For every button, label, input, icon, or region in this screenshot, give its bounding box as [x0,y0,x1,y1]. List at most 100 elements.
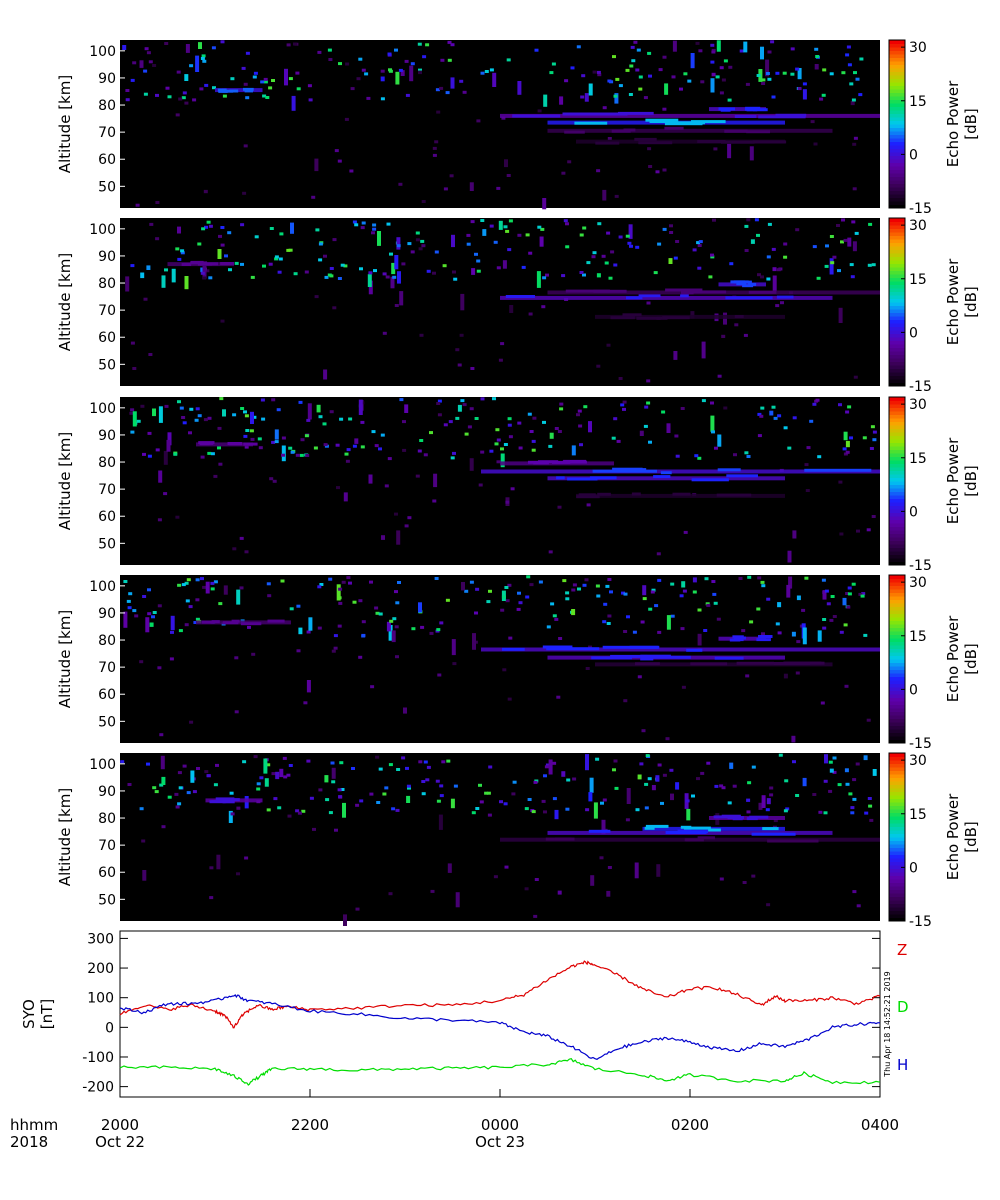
speckle [539,236,544,247]
speckle [534,48,539,52]
y-tick-label: -100 [82,1050,114,1066]
speckle [708,275,713,279]
speckle [761,632,765,636]
speckle [269,477,274,481]
speckle [829,72,834,76]
speckle [202,276,207,280]
speckle [307,84,312,88]
speckle [244,856,249,860]
colorbar-step [889,298,905,303]
speckle [633,40,638,44]
speckle [143,69,148,73]
speckle [139,660,144,664]
speckle [455,416,460,420]
speckle [504,159,508,168]
speckle [322,422,327,426]
speckle [710,43,715,47]
speckle [436,628,441,632]
speckle [286,248,291,252]
speckle [268,86,273,90]
speckle [130,430,135,434]
speckle [330,761,335,765]
speckle [249,429,254,433]
colorbar-step [889,896,905,901]
speckle [806,446,811,450]
speckle [585,808,590,812]
echo-layer-band [709,107,766,112]
speckle [287,814,292,818]
speckle [476,269,481,273]
speckle [155,93,159,97]
speckle [262,94,267,98]
colorbar-step [889,474,905,478]
echo-layer-segment [595,141,620,145]
speckle [489,68,494,72]
speckle [710,255,715,259]
speckle [680,407,685,410]
speckle [324,775,329,783]
echo-layer-segment [745,107,754,111]
speckle [228,268,232,272]
speckle [613,263,618,267]
speckle [703,629,708,632]
y-tick-label: 60 [98,687,116,703]
speckle [164,268,168,272]
speckle [435,779,440,783]
speckle [536,271,541,288]
speckle [361,68,366,72]
colorbar-title-line2: [dB] [962,821,980,853]
speckle [340,788,345,791]
echo-layer-segment [631,492,641,496]
speckle [450,77,455,89]
speckle [443,423,448,427]
colorbar-step [889,43,905,48]
speckle [486,600,491,604]
speckle [743,41,748,53]
echo-layer-segment [204,441,214,445]
speckle [823,779,828,783]
speckle [776,268,781,272]
speckle [204,83,209,87]
y-tick-label: 90 [98,606,116,622]
speckle [373,269,377,273]
colorbar-step [889,900,905,904]
echo-layer-segment [576,495,600,499]
speckle [622,400,627,404]
speckle [359,267,363,271]
speckle [538,580,543,584]
speckle [618,377,623,380]
colorbar-step [889,617,905,621]
speckle [177,583,182,587]
speckle [852,797,857,801]
speckle [847,405,852,409]
speckle [220,243,225,247]
colorbar-tick-label: 0 [909,147,918,163]
echo-layer-segment [672,121,705,125]
speckle [745,674,750,678]
speckle [757,412,762,416]
speckle [170,630,174,634]
y-tick-label: 80 [98,98,116,114]
speckle [406,795,411,803]
speckle [271,79,275,82]
echo-layer-segment [640,657,654,661]
speckle [683,530,688,534]
speckle [184,74,189,81]
y-tick-label: 100 [89,579,116,595]
speckle [311,195,316,199]
speckle [346,576,351,580]
speckle [217,426,222,430]
colorbar-step [889,253,905,257]
echo-layer-band [196,442,253,447]
speckle [821,578,826,582]
speckle [411,627,416,631]
speckle [719,784,724,788]
speckle [418,68,422,72]
echo-layer-segment [691,290,727,294]
colorbar-step [889,414,905,419]
speckle [259,776,264,780]
speckle [675,240,680,243]
speckle [380,76,385,82]
